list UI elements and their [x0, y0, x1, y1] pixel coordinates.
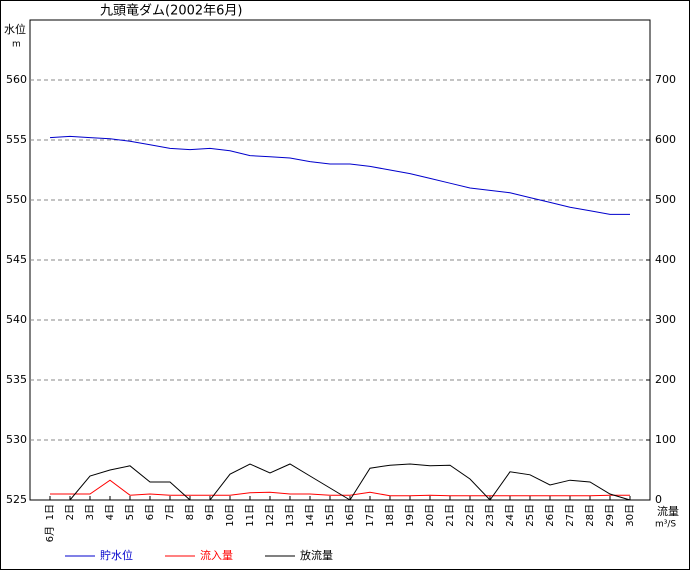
x-tick-label: 10日 [225, 504, 236, 527]
x-tick-label: 1日 [45, 504, 56, 520]
y-tick-label: 540 [6, 313, 27, 326]
legend-label: 貯水位 [100, 548, 133, 562]
y-tick-label: 545 [6, 253, 27, 266]
y-tick-label: 550 [6, 193, 27, 206]
x-tick-label: 30日 [625, 504, 636, 527]
y-tick-label: 535 [6, 373, 27, 386]
x-tick-label: 29日 [605, 504, 616, 527]
legend-label: 流入量 [200, 548, 233, 562]
x-tick-label: 28日 [585, 504, 596, 527]
month-label: 6月 [44, 526, 56, 542]
x-tick-label: 8日 [185, 504, 196, 520]
x-tick-label: 22日 [465, 504, 476, 527]
x-tick-label: 27日 [565, 504, 576, 527]
y2-tick-label: 100 [655, 433, 676, 446]
x-tick-label: 7日 [165, 504, 176, 520]
x-tick-label: 13日 [285, 504, 296, 527]
x-tick-label: 15日 [325, 504, 336, 527]
x-tick-label: 17日 [365, 504, 376, 527]
x-tick-label: 3日 [85, 504, 96, 520]
x-tick-label: 4日 [105, 504, 116, 520]
x-tick-label: 21日 [445, 504, 456, 527]
x-tick-label: 18日 [385, 504, 396, 527]
y-axis-label: 水位 [4, 22, 26, 36]
x-tick-label: 25日 [525, 504, 536, 527]
x-tick-label: 23日 [485, 504, 496, 527]
x-tick-label: 6日 [145, 504, 156, 520]
y2-axis-label: 流量 [657, 504, 679, 518]
chart-title: 九頭竜ダム(2002年6月) [100, 4, 243, 19]
y-axis-unit: m [12, 40, 21, 50]
x-tick-label: 14日 [305, 504, 316, 527]
y2-tick-label: 700 [655, 73, 676, 86]
y-tick-label: 560 [6, 73, 27, 86]
series-line [49, 135, 630, 215]
y2-tick-label: 300 [655, 313, 676, 326]
y2-tick-label: 500 [655, 193, 676, 206]
y2-tick-label: 600 [655, 133, 676, 146]
x-tick-label: 24日 [505, 504, 516, 527]
x-tick-label: 20日 [425, 504, 436, 527]
x-tick-label: 2日 [65, 504, 76, 520]
x-tick-label: 16日 [345, 504, 356, 527]
series-line [50, 463, 631, 501]
series-line [50, 479, 630, 497]
x-tick-label: 11日 [245, 504, 256, 527]
x-tick-label: 12日 [265, 504, 276, 527]
y-tick-label: 530 [6, 433, 27, 446]
x-tick-label: 19日 [405, 504, 416, 527]
x-tick-label: 9日 [205, 504, 216, 520]
y-tick-label: 525 [6, 493, 27, 506]
y2-tick-label: 400 [655, 253, 676, 266]
y-tick-label: 555 [6, 133, 27, 146]
legend-label: 放流量 [300, 548, 333, 562]
y2-tick-label: 0 [655, 493, 662, 506]
x-tick-label: 26日 [545, 504, 556, 527]
y2-axis-unit: m³/S [655, 520, 676, 530]
y2-tick-label: 200 [655, 373, 676, 386]
x-tick-label: 5日 [125, 504, 136, 520]
